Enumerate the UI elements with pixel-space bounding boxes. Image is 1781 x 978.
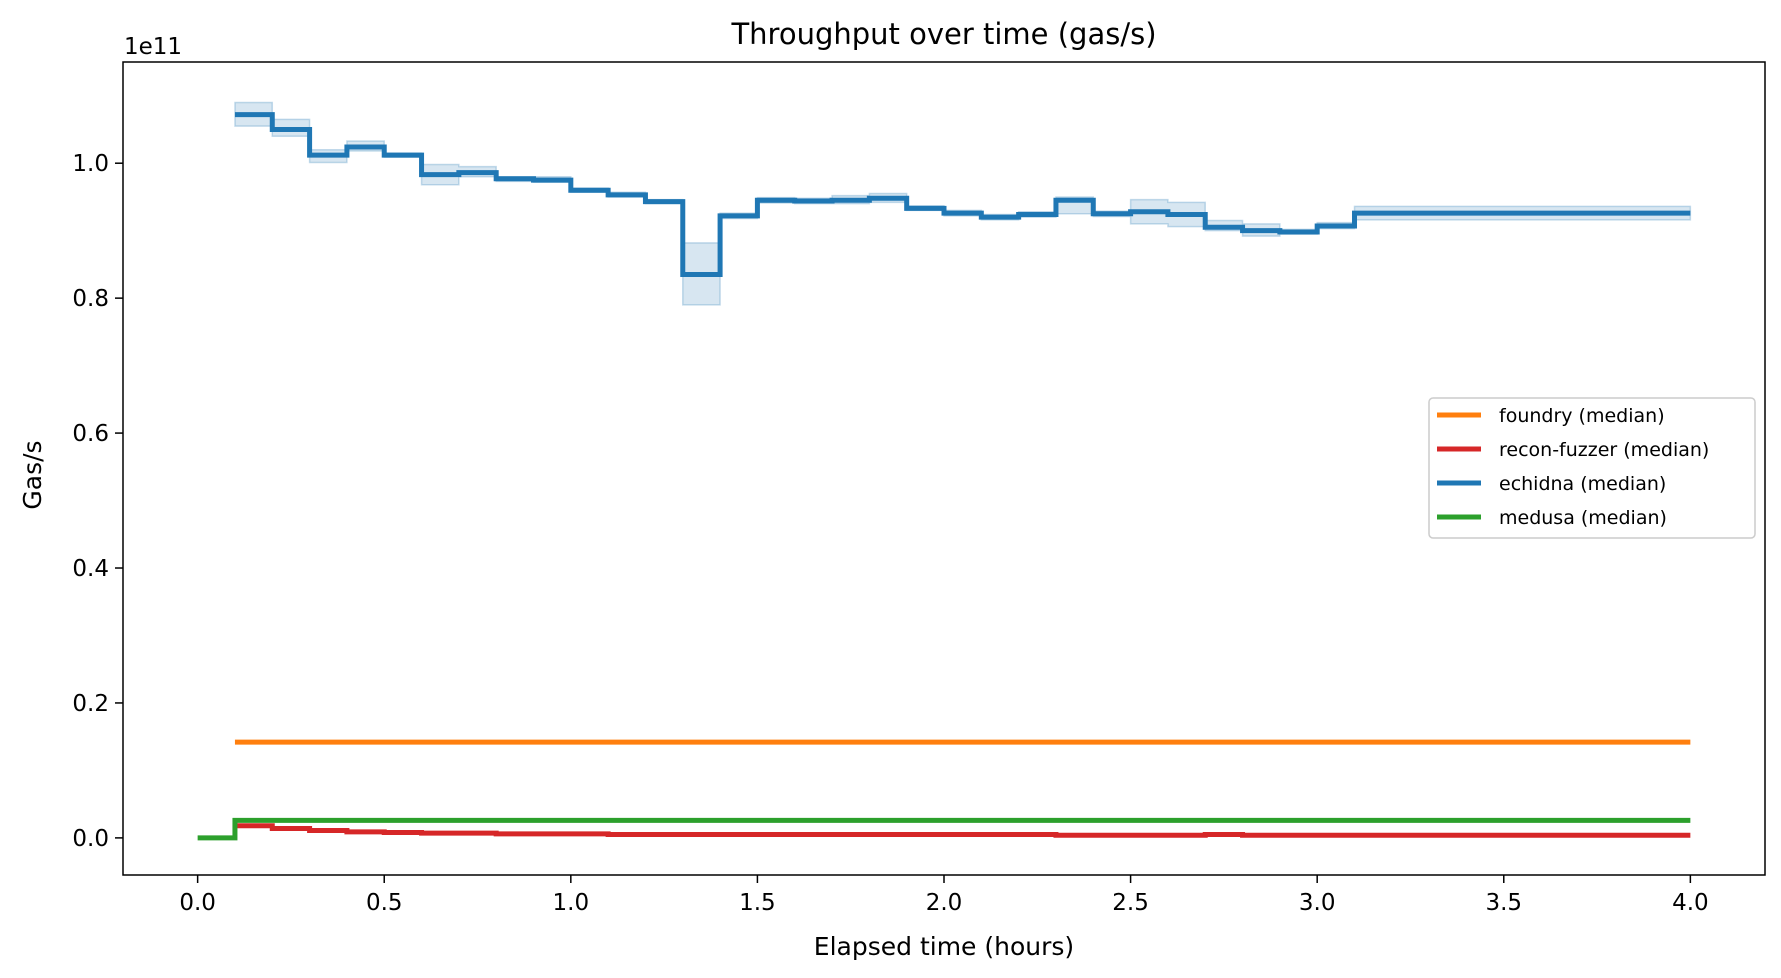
y-axis-label: Gas/s [18, 440, 47, 509]
medusa-series-line [197, 817, 1691, 841]
x-tick-label: 4.0 [1672, 890, 1709, 916]
echidna-legend-label: echidna (median) [1499, 473, 1666, 495]
y-axis-ticks: 0.0 0.2 0.4 0.6 0.8 1.0 [72, 151, 123, 852]
legend: foundry (median) recon-fuzzer (median) ech… [1428, 397, 1756, 539]
legend-box [1428, 397, 1756, 539]
foundry-legend-label: foundry (median) [1499, 405, 1665, 427]
y-tick-label: 0.8 [72, 286, 109, 312]
x-tick-label: 3.5 [1485, 890, 1522, 916]
x-tick-label: 2.5 [1112, 890, 1149, 916]
recon-fuzzer-legend-label: recon-fuzzer (median) [1499, 439, 1709, 461]
x-tick-label: 3.0 [1299, 890, 1336, 916]
y-axis-offset-label: 1e11 [124, 34, 182, 60]
chart-title: Throughput over time (gas/s) [730, 17, 1156, 51]
x-axis-ticks: 0.0 0.5 1.0 1.5 2.0 2.5 3.0 3.5 4.0 [179, 875, 1709, 916]
x-tick-label: 0.0 [179, 890, 216, 916]
x-tick-label: 1.5 [739, 890, 776, 916]
x-tick-label: 0.5 [366, 890, 403, 916]
x-tick-label: 2.0 [926, 890, 963, 916]
x-tick-label: 1.0 [553, 890, 590, 916]
y-tick-label: 0.2 [72, 691, 109, 717]
recon-fuzzer-series-line [234, 823, 1691, 838]
x-axis-label: Elapsed time (hours) [814, 932, 1074, 961]
echidna-series-line [234, 112, 1691, 278]
plot-frame [122, 61, 1766, 876]
y-tick-label: 0.6 [72, 421, 109, 447]
y-tick-label: 0.4 [72, 556, 109, 582]
plot-area [197, 101, 1692, 841]
medusa-legend-label: medusa (median) [1499, 507, 1667, 529]
y-tick-label: 0.0 [72, 826, 109, 852]
y-tick-label: 1.0 [72, 151, 109, 177]
